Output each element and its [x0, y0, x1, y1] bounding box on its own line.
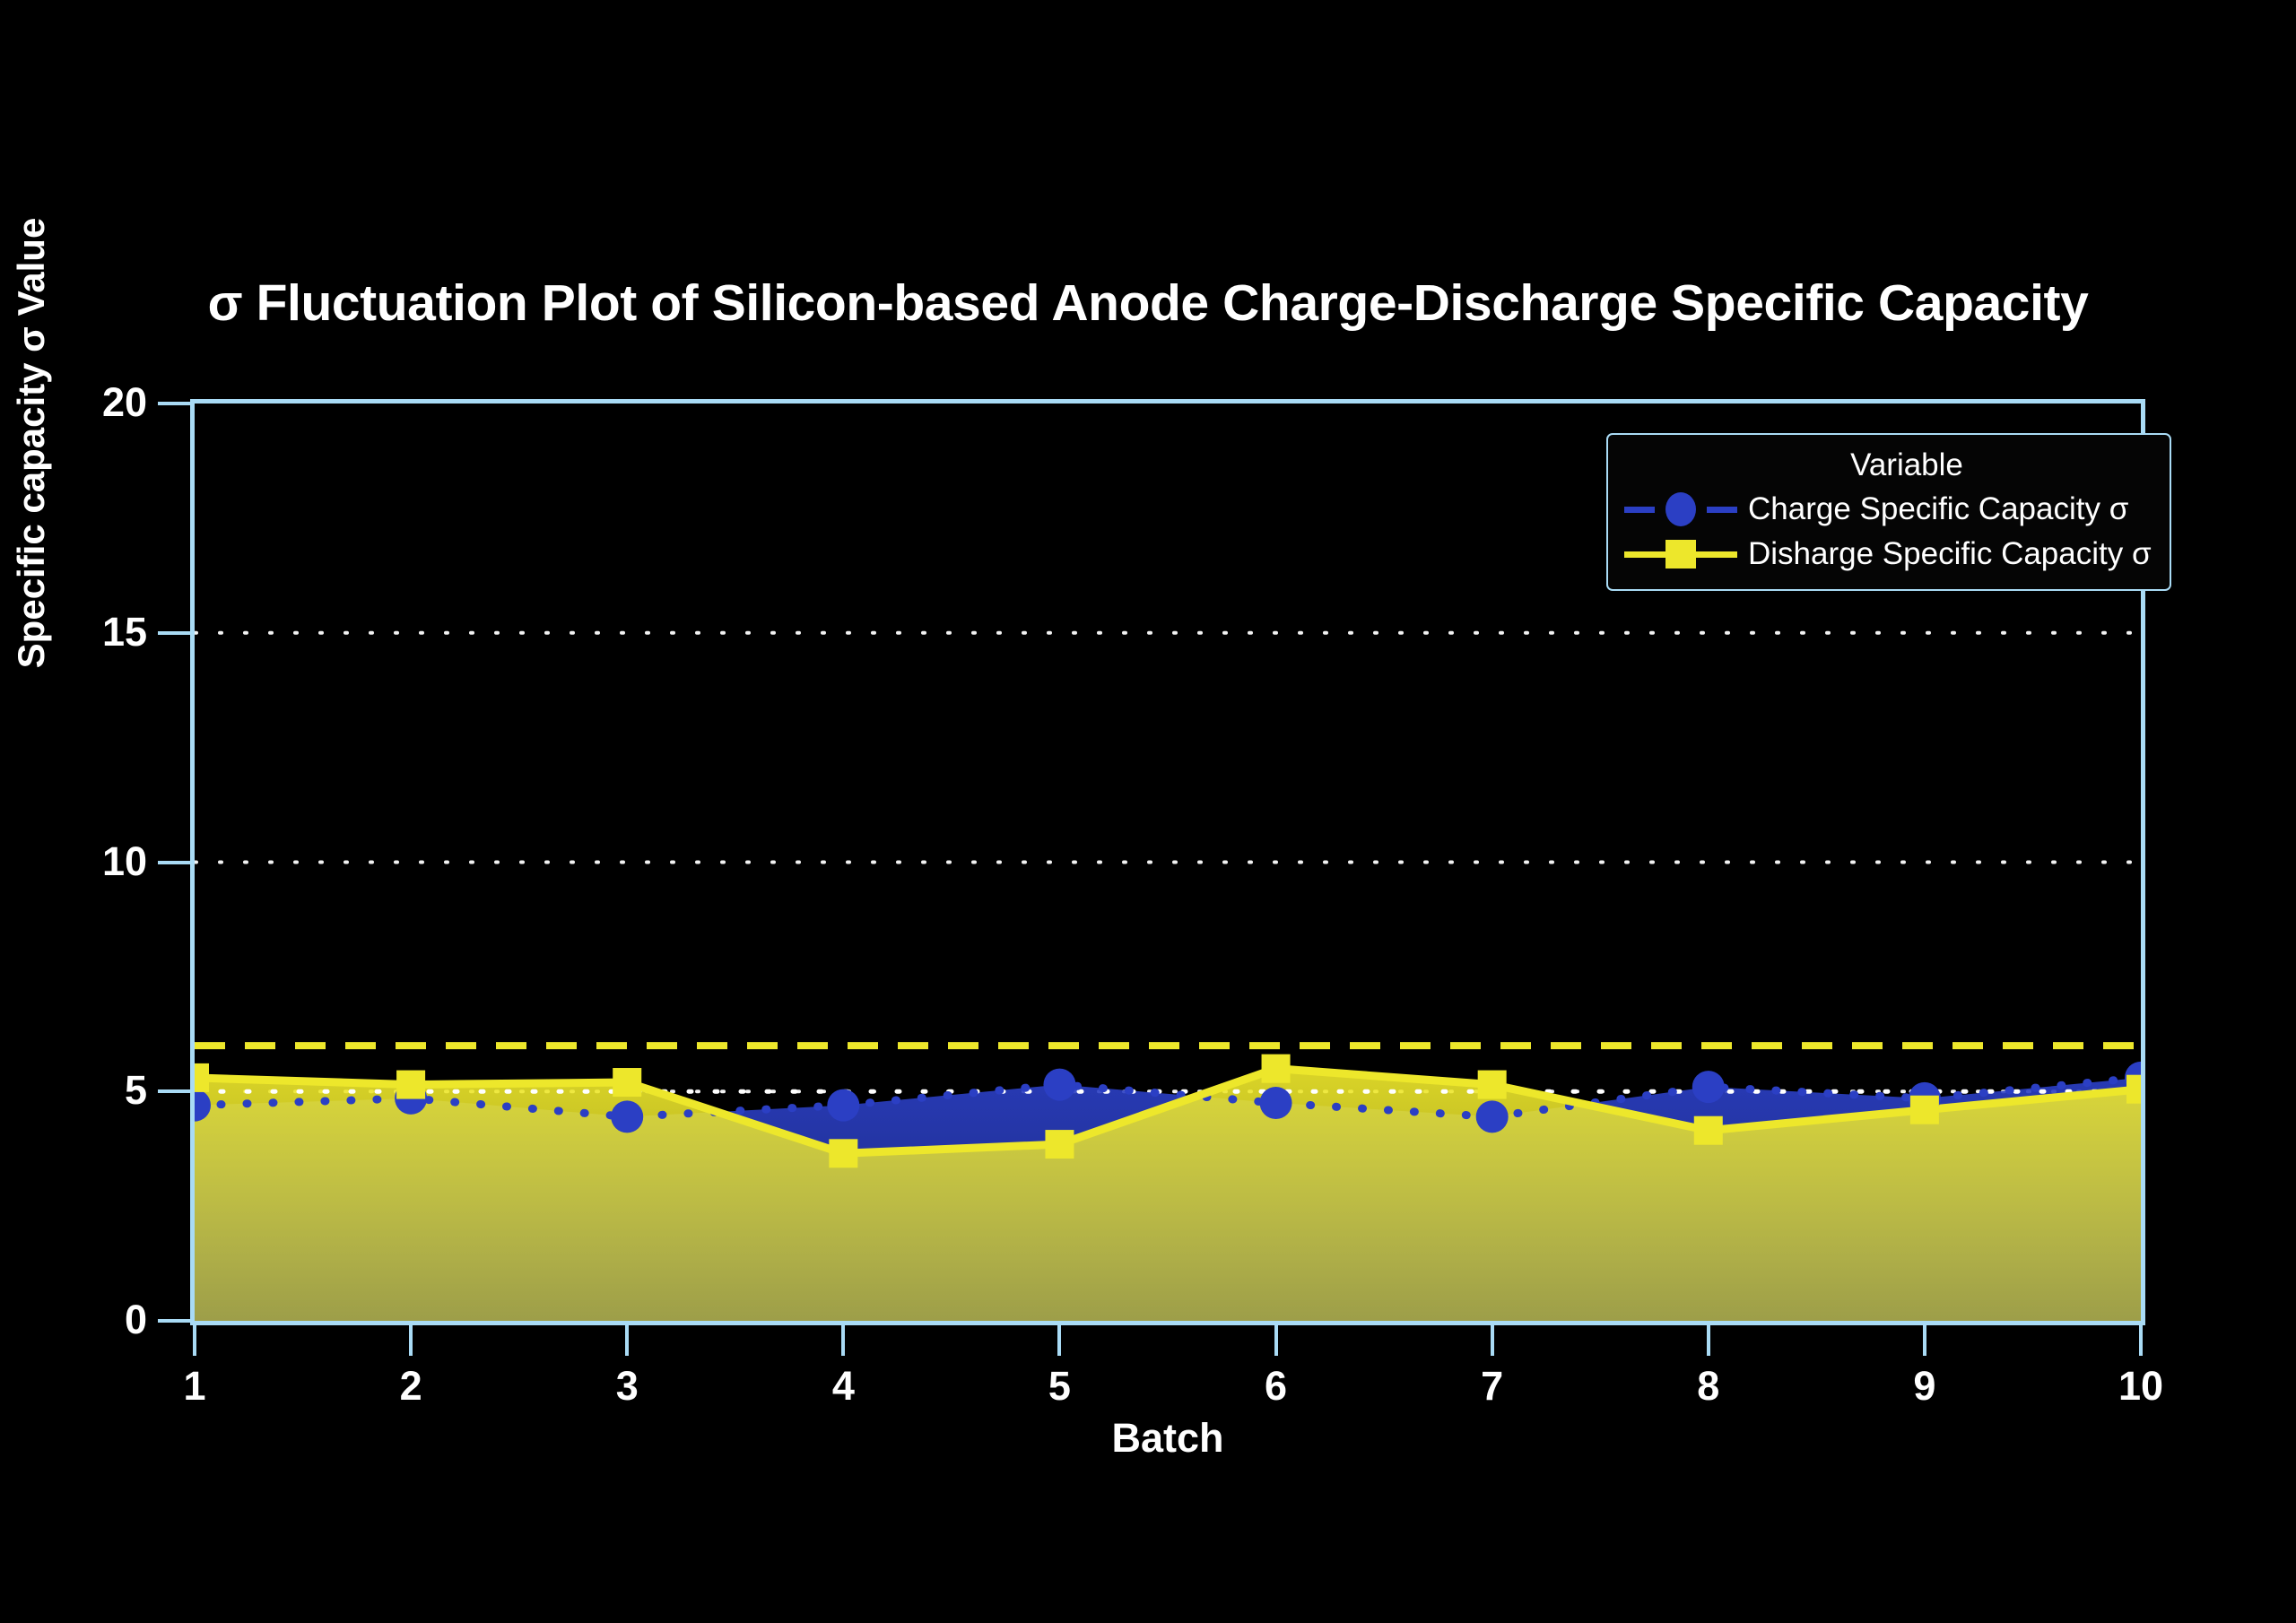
x-tick-mark — [841, 1325, 846, 1356]
y-tick-label: 0 — [124, 1297, 147, 1342]
series-line-discharge — [195, 1064, 2141, 1158]
x-tick-label: 6 — [1265, 1363, 1288, 1409]
marker-discharge-batch-4[interactable] — [829, 1139, 858, 1168]
x-tick-label: 8 — [1697, 1363, 1720, 1409]
x-tick-label: 7 — [1481, 1363, 1504, 1409]
marker-charge-batch-3[interactable] — [611, 1100, 644, 1133]
marker-charge-batch-6[interactable] — [1259, 1087, 1292, 1120]
y-tick-mark — [158, 630, 190, 635]
legend-item-charge[interactable]: Charge Specific Capacity σ — [1622, 487, 2155, 532]
x-tick-label: 9 — [1913, 1363, 1936, 1409]
page-title: σ Fluctuation Plot of Silicon-based Anod… — [207, 274, 2089, 332]
x-tick-mark — [625, 1325, 630, 1356]
marker-discharge-batch-9[interactable] — [1909, 1095, 1939, 1124]
plot-canvas — [195, 404, 2141, 1321]
marker-charge-batch-8[interactable] — [1692, 1071, 1725, 1104]
x-tick-mark — [1706, 1325, 1710, 1356]
x-tick-label: 5 — [1048, 1363, 1071, 1409]
legend-key-discharge-solid-square — [1622, 536, 1739, 572]
marker-charge-batch-1[interactable] — [195, 1089, 211, 1122]
x-tick-label: 2 — [399, 1363, 422, 1409]
legend-label-charge: Charge Specific Capacity σ — [1748, 491, 2129, 526]
legend-item-discharge[interactable]: Disharge Specific Capacity σ — [1622, 532, 2155, 577]
marker-discharge-batch-2[interactable] — [396, 1070, 426, 1099]
y-tick-label: 20 — [101, 379, 147, 425]
marker-discharge-batch-8[interactable] — [1693, 1115, 1723, 1145]
x-tick-label: 3 — [615, 1363, 639, 1409]
x-tick-mark — [1274, 1325, 1278, 1356]
x-tick-label: 1 — [183, 1363, 206, 1409]
marker-charge-batch-4[interactable] — [827, 1089, 860, 1122]
y-tick-mark — [158, 860, 190, 864]
legend-key-charge-dashed-circle — [1622, 491, 1739, 527]
marker-discharge-batch-5[interactable] — [1045, 1130, 1074, 1159]
area-discharge — [195, 1068, 2141, 1321]
y-tick-mark — [158, 402, 190, 405]
y-tick-label: 5 — [124, 1067, 147, 1114]
chart-svg — [195, 630, 2141, 1321]
x-tick-mark — [1922, 1325, 1926, 1356]
y-tick-label: 15 — [101, 608, 147, 655]
y-tick-mark — [158, 1089, 190, 1094]
marker-discharge-batch-10[interactable] — [2126, 1074, 2141, 1104]
x-tick-mark — [193, 1325, 196, 1356]
y-axis-label: Specific capacity σ Value — [10, 217, 52, 669]
marker-discharge-batch-7[interactable] — [1477, 1070, 1507, 1099]
marker-discharge-batch-3[interactable] — [613, 1068, 642, 1098]
marker-charge-batch-7[interactable] — [1475, 1100, 1509, 1133]
x-tick-mark — [1490, 1325, 1494, 1356]
marker-discharge-batch-6[interactable] — [1261, 1054, 1291, 1083]
y-tick-label: 10 — [101, 838, 147, 884]
marker-discharge-batch-1[interactable] — [195, 1063, 209, 1092]
x-tick-mark — [2139, 1325, 2143, 1356]
legend-title: Variable — [1850, 447, 1963, 482]
legend-label-discharge: Disharge Specific Capacity σ — [1748, 536, 2152, 571]
legend: Variable Charge Specific Capacity σ Dish… — [1606, 433, 2171, 591]
x-tick-label: 4 — [831, 1363, 855, 1409]
x-tick-mark — [409, 1325, 413, 1356]
x-tick-mark — [1057, 1325, 1062, 1356]
x-axis-label: Batch — [1111, 1415, 1224, 1461]
y-tick-mark — [158, 1319, 190, 1323]
x-tick-label: 10 — [2118, 1363, 2164, 1409]
marker-charge-batch-5[interactable] — [1043, 1068, 1076, 1101]
